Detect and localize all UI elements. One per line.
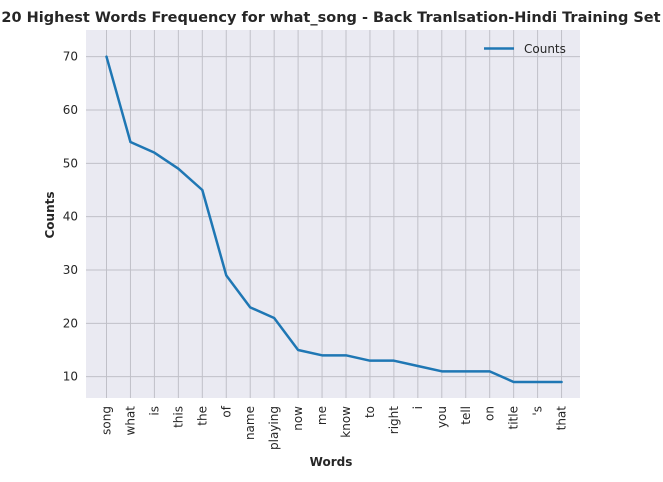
x-tick-label: you	[435, 406, 449, 428]
x-tick-label: what	[123, 406, 137, 436]
x-tick-label: tell	[459, 406, 473, 425]
x-axis-label: Words	[310, 455, 353, 469]
x-tick-label: on	[483, 406, 497, 421]
y-tick-label: 30	[63, 263, 78, 277]
x-tick-label: the	[195, 406, 209, 426]
y-tick-label: 20	[63, 316, 78, 330]
legend: Counts	[484, 42, 566, 56]
x-tick-label: i	[411, 406, 425, 409]
x-tick-label: playing	[267, 406, 281, 450]
x-tick-label: of	[219, 405, 233, 417]
x-axis-ticks: song what is this the of name playing now me know t…	[100, 405, 569, 450]
x-tick-label: now	[291, 406, 305, 431]
y-tick-label: 10	[63, 370, 78, 384]
y-axis-ticks: 10 20 30 40 50 60 70	[63, 50, 78, 384]
y-axis-label: Counts	[43, 191, 57, 238]
plot-area	[86, 30, 580, 398]
x-tick-label: this	[171, 406, 185, 428]
gridlines	[86, 30, 580, 398]
x-tick-label: right	[387, 406, 401, 434]
x-tick-label: me	[315, 406, 329, 425]
x-tick-label: title	[507, 406, 521, 429]
y-tick-label: 60	[63, 103, 78, 117]
y-tick-label: 70	[63, 50, 78, 64]
chart-title: 20 Highest Words Frequency for what_song…	[1, 10, 660, 26]
legend-label-counts: Counts	[524, 42, 566, 56]
x-tick-label: that	[555, 406, 569, 431]
x-tick-label: is	[147, 406, 161, 416]
y-tick-label: 50	[63, 156, 78, 170]
x-tick-label: song	[100, 406, 114, 435]
x-tick-label: to	[363, 406, 377, 418]
x-tick-label: name	[243, 406, 257, 440]
y-tick-label: 40	[63, 210, 78, 224]
series-line-counts	[105, 55, 563, 384]
x-tick-label: know	[339, 406, 353, 438]
x-tick-label: 's	[531, 406, 545, 416]
